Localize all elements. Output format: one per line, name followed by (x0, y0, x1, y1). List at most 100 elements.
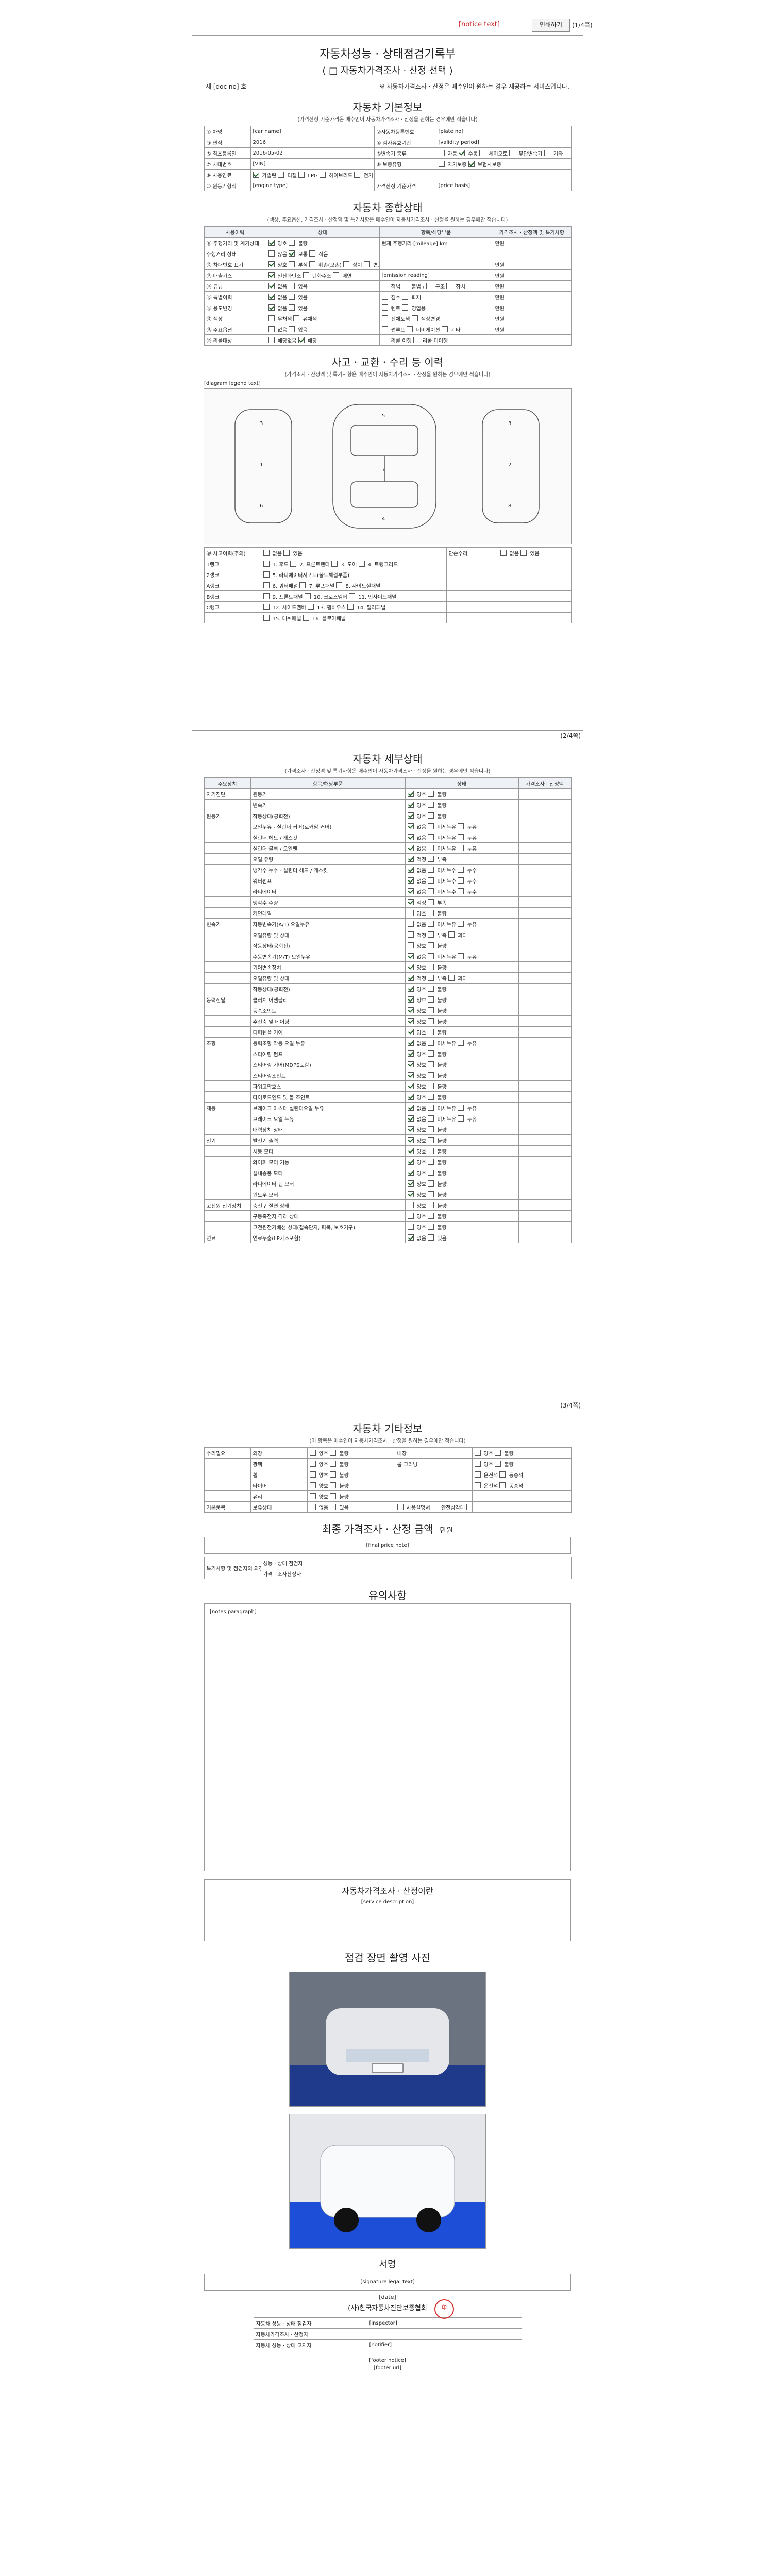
cell-text: 양호 (415, 814, 428, 820)
unchecked-box (428, 1169, 434, 1176)
diagram-label: 4 (382, 516, 385, 522)
cell-text: 과다 (456, 976, 467, 982)
column-header: 가격조사 · 산정액 (518, 777, 572, 789)
unchecked-box (289, 304, 295, 311)
unchecked-box (428, 1191, 434, 1197)
cell-text: 있음 (435, 1235, 447, 1242)
cell-text: 13. 휠하우스 (315, 605, 348, 611)
table-cell (518, 1102, 572, 1113)
cell-text: 양호 (415, 1073, 428, 1079)
table-row: ① 차명 [car name] ②자동차등록번호 [plate no] (204, 126, 572, 137)
table-row: ⑮ 특별이력 없음 있음 침수 화재 만원 (204, 291, 572, 302)
table-cell (204, 1178, 251, 1189)
cell-text: 양호 (415, 1171, 428, 1177)
table-cell: 적정 부족 (405, 853, 519, 865)
cell-text: 양호 (415, 965, 428, 971)
checked-box (407, 1028, 414, 1035)
cell-text: ⑬ 배출가스 (206, 273, 232, 279)
final-price-note: [final price note] (204, 1537, 571, 1554)
table-cell: ③ 연식 (204, 137, 251, 148)
table-cell (518, 1080, 572, 1092)
table-cell: 스티어링 펌프 (250, 1048, 406, 1059)
cell-text: 양호 (415, 1214, 428, 1220)
checked-box (407, 1104, 414, 1111)
table-row: 구동축전지 격리 상태 양호 불량 (204, 1210, 572, 1222)
table-cell (518, 983, 572, 994)
unchecked-box (407, 326, 413, 332)
table-cell: 양호 불량 (265, 237, 380, 248)
table-cell: 양호 불량 (405, 1091, 519, 1103)
table-cell: 적정 부족 (405, 896, 519, 908)
table-cell: 자동차가격조사 · 산정자 (253, 2328, 367, 2340)
table-cell (518, 1059, 572, 1070)
unchecked-box (381, 315, 388, 321)
table-row: 작동상태(공회전) 양호 불량 (204, 940, 572, 951)
cell-text: 색상변경 (419, 316, 440, 323)
table-cell: 9. 프론트패널 10. 크로스멤버 11. 인사이드패널 (260, 590, 447, 602)
cell-text: 부족 (435, 857, 447, 863)
cell-text: ⑱ 주요옵션 (206, 327, 232, 333)
table-cell: 스티어링 기어(MDPS포함) (250, 1059, 406, 1070)
table-cell: 양호 부식 훼손(오손) 상이 변조(변타) 도말 (265, 259, 380, 270)
table-cell: ⑪ 주행거리 및 계기상태 (204, 237, 266, 248)
cell-text: ⑨ 사용연료 (206, 173, 232, 179)
cell-text: 무채색 (276, 316, 294, 323)
table-cell: 없음 있음 (497, 547, 572, 558)
table-cell: 자동차 성능 · 상태 고지자 (253, 2339, 367, 2350)
table-cell: [engine type] (250, 180, 375, 191)
table-cell: 휠 (250, 1469, 308, 1480)
print-button[interactable]: 인쇄하기 (532, 19, 570, 32)
table-row: ⑤ 최초등록일 2016-05-02 ⑥변속기 종류 자동 수동 세미오토 무단변속… (204, 147, 572, 159)
table-row: 스티어링 펌프 양호 불량 (204, 1048, 572, 1059)
cell-text: 라디에이터 (253, 889, 277, 895)
cell-text: 4. 트렁크리드 (366, 562, 398, 568)
table-cell: ⑫ 차대번호 표기 (204, 259, 266, 270)
cell-text: 불량 (435, 1203, 447, 1209)
table-row: C랭크 12. 사이드멤버 13. 휠하우스 14. 필러패널 (204, 601, 572, 613)
cell-text: 자동변속기(A/T) 오일누유 (253, 922, 310, 928)
checked-box (407, 1126, 414, 1132)
table-cell: 내장 (394, 1447, 473, 1459)
table-cell: 디퍼렌셜 기어 (250, 1026, 406, 1038)
car-diagram: 3 1 6 5 7 4 3 2 8 (204, 388, 572, 544)
table-cell: ⑬ 배출가스 (204, 269, 266, 281)
sign-date: [date] (379, 2294, 396, 2300)
table-cell: 6. 쿼터패널 7. 루프패널 8. 사이드실패널 (260, 580, 447, 591)
special-row: 성능 · 상태 점검자 (260, 1557, 572, 1568)
unchecked-box (428, 1180, 434, 1187)
table-row: ⑨ 사용연료 가솔린 디젤 LPG 하이브리드 전기 수소전기 기타 (204, 169, 572, 180)
table-cell (518, 1048, 572, 1059)
table-cell: 작동상태(공회전) (250, 983, 406, 994)
table-cell (518, 929, 572, 940)
cell-text: [VIN] (253, 161, 266, 167)
table-row: 라디에이터 없음 미세누수 누수 (204, 886, 572, 897)
table-cell: 썬루프 네비게이션 기타 (379, 324, 493, 335)
table-cell (204, 1070, 251, 1081)
cell-text: 불량 (435, 1084, 447, 1090)
unchecked-box (381, 336, 388, 343)
cell-text: 커먼레일 (253, 911, 272, 917)
table-cell (204, 1005, 251, 1016)
table-cell (204, 875, 251, 886)
table-cell (204, 896, 251, 908)
cell-text: 기본품목 (206, 1505, 226, 1511)
unchecked-box (428, 1223, 434, 1230)
unchecked-box (263, 603, 270, 610)
table-cell: 윈도우 모터 (250, 1189, 406, 1200)
table-cell (204, 983, 251, 994)
cell-text: 클러치 어셈블리 (253, 997, 288, 1004)
unchecked-box (428, 1126, 434, 1132)
table-cell: 실린더 블록 / 오일팬 (250, 842, 406, 854)
table-cell (204, 1156, 251, 1167)
sign-table: 자동차 성능 · 상태 점검자 [inspector] 자동차가격조사 · 산정자 자… (253, 2317, 522, 2350)
cell-text: 양호 (317, 1462, 330, 1468)
cell-text: 썬루프 (389, 327, 407, 333)
table-cell (518, 821, 572, 832)
unchecked-box (448, 931, 455, 938)
table-cell: 워터펌프 (250, 875, 406, 886)
doc-subtitle: ( □ 자동차가격조사 · 산정 선택 ) (322, 65, 453, 76)
table-cell: ②자동차등록번호 (374, 126, 436, 137)
unchecked-box (309, 1482, 316, 1488)
cell-text: 등속조인트 (253, 1008, 277, 1014)
cell-text: 3. 도어 (339, 562, 359, 568)
